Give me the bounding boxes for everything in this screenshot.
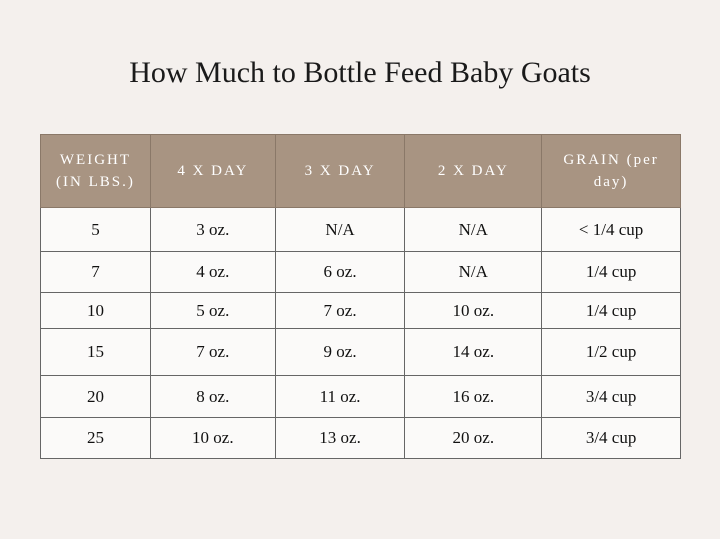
table-cell: 6 oz. — [274, 251, 406, 293]
column-header: 3 X DAY — [274, 134, 406, 208]
table-cell: < 1/4 cup — [541, 207, 681, 252]
table-cell: 13 oz. — [274, 417, 406, 459]
table-cell: 9 oz. — [274, 328, 406, 376]
table-cell: 25 — [40, 417, 151, 459]
table-cell: 16 oz. — [404, 375, 543, 418]
column-header: 2 X DAY — [404, 134, 543, 208]
column-header: WEIGHT (IN LBS.) — [40, 134, 151, 208]
title: How Much to Bottle Feed Baby Goats — [129, 56, 591, 89]
table-cell: 5 — [40, 207, 151, 252]
column-header: GRAIN (per day) — [541, 134, 681, 208]
table-row: 10 5 oz. 7 oz. 10 oz. 1/4 cup — [40, 292, 681, 329]
column-header: 4 X DAY — [149, 134, 276, 208]
table-row: 25 10 oz. 13 oz. 20 oz. 3/4 cup — [40, 417, 681, 459]
table-row: 15 7 oz. 9 oz. 14 oz. 1/2 cup — [40, 328, 681, 376]
table-cell: 1/4 cup — [541, 292, 681, 329]
table-cell: 1/2 cup — [541, 328, 681, 376]
table-row: 20 8 oz. 11 oz. 16 oz. 3/4 cup — [40, 375, 681, 418]
header-row: WEIGHT (IN LBS.) 4 X DAY 3 X DAY 2 X DAY GRA… — [40, 134, 681, 208]
table-cell: 15 — [40, 328, 151, 376]
table-cell: 10 oz. — [149, 417, 276, 459]
table-cell: 3/4 cup — [541, 375, 681, 418]
table-cell: 20 oz. — [404, 417, 543, 459]
table-cell: 3/4 cup — [541, 417, 681, 459]
table-cell: 7 oz. — [274, 292, 406, 329]
table-cell: 4 oz. — [149, 251, 276, 293]
table-cell: 7 oz. — [149, 328, 276, 376]
table-cell: 1/4 cup — [541, 251, 681, 293]
table-cell: 10 oz. — [404, 292, 543, 329]
table-cell: 3 oz. — [149, 207, 276, 252]
table-cell: 8 oz. — [149, 375, 276, 418]
table-cell: 7 — [40, 251, 151, 293]
feeding-table: WEIGHT (IN LBS.) 4 X DAY 3 X DAY 2 X DAY GRA… — [40, 134, 681, 459]
table-cell: 20 — [40, 375, 151, 418]
table-cell: N/A — [404, 251, 543, 293]
table-cell: 10 — [40, 292, 151, 329]
table-cell: N/A — [274, 207, 406, 252]
table-cell: 11 oz. — [274, 375, 406, 418]
table-cell: 14 oz. — [404, 328, 543, 376]
table-cell: 5 oz. — [149, 292, 276, 329]
table-cell: N/A — [404, 207, 543, 252]
